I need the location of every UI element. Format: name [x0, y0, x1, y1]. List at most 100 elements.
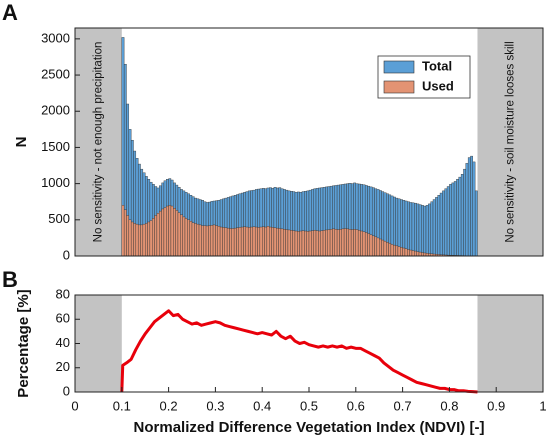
line [120, 309, 478, 394]
histogram-bar [175, 210, 179, 257]
histogram-bar [364, 232, 368, 257]
histogram-bar [397, 246, 401, 257]
histogram-bar [287, 229, 291, 257]
histogram-bar [369, 234, 373, 257]
histogram-bar [247, 227, 251, 257]
histogram-bar [271, 227, 275, 257]
histogram-bar [418, 251, 422, 257]
legend-swatch [383, 60, 415, 74]
histogram-bar [381, 239, 385, 257]
axes-frame [74, 27, 544, 257]
region-label: No sensitivity - not enough precipitatio… [92, 42, 104, 243]
histogram-bar [350, 229, 354, 257]
histogram-bar [371, 235, 375, 257]
histogram-bar [238, 227, 242, 257]
x-axis-label: Normalized Difference Vegetation Index (… [134, 419, 485, 436]
y-tick-label: 20 [56, 359, 70, 374]
histogram-bar [383, 240, 387, 257]
histogram-bar [243, 226, 247, 257]
region-label: No sensitivity - soil moisture looses sk… [504, 41, 516, 242]
histogram-bar [320, 230, 324, 257]
histogram-bar [210, 225, 214, 257]
y-tick-label: 80 [56, 286, 70, 301]
histogram-bar [407, 201, 410, 257]
histogram-bar [465, 163, 469, 257]
shaded-region [477, 295, 543, 392]
histogram-bar [325, 229, 328, 257]
histogram-bar [212, 224, 216, 257]
histogram-bar [432, 199, 436, 257]
x-tick-label: 0.9 [487, 398, 505, 413]
histogram-bar [163, 207, 167, 257]
x-tick-label: 0.5 [300, 398, 318, 413]
histogram-bar [161, 208, 165, 257]
histogram-bar [313, 230, 317, 257]
histogram-bar [273, 227, 277, 257]
histogram-bar [449, 184, 452, 257]
histogram-bar [421, 252, 424, 257]
histogram-bar [224, 227, 228, 257]
histogram-bar [386, 242, 389, 257]
histogram-bar [177, 212, 181, 257]
histogram-bar [428, 203, 431, 257]
histogram-bar [376, 237, 380, 257]
histogram-bar [166, 205, 169, 257]
histogram-bar [269, 226, 272, 257]
histogram-bar [463, 168, 466, 257]
histogram-bar [400, 247, 403, 257]
histogram-bar [236, 227, 240, 257]
histogram-bar [460, 174, 464, 257]
histogram-bar [367, 233, 371, 257]
histogram-bar [292, 230, 296, 257]
y-tick-label: 40 [56, 335, 70, 350]
histogram-bar [470, 155, 473, 257]
histogram-bar [306, 231, 310, 257]
histogram-bar [142, 223, 146, 257]
histogram-bar [240, 226, 244, 257]
histogram-bar [425, 205, 429, 257]
histogram-bar [266, 226, 270, 257]
histogram-bar [250, 226, 254, 257]
y-tick-label: 0 [63, 383, 70, 398]
histogram-bar [128, 219, 132, 257]
histogram-bar [453, 181, 457, 257]
histogram-bar [245, 226, 249, 257]
histogram-bar [442, 190, 445, 257]
y-tick-label: 1500 [41, 139, 70, 154]
x-tick-label: 0.1 [113, 398, 131, 413]
shaded-region [477, 28, 543, 256]
histogram-bar [121, 205, 125, 257]
histogram-bar [290, 230, 293, 257]
histogram-bar [409, 249, 413, 257]
x-tick-label: 1 [539, 398, 546, 413]
histogram-bar [414, 202, 417, 257]
histogram-bar [252, 226, 256, 257]
histogram-bar [137, 224, 141, 257]
histogram-bar [154, 215, 158, 257]
x-tick-label: 0.8 [440, 398, 458, 413]
histogram-bar [297, 231, 300, 257]
histogram-bar [346, 228, 349, 257]
histogram-bar [444, 188, 448, 257]
histogram-bar [339, 229, 342, 257]
shaded-region [75, 295, 122, 392]
histogram-bar [194, 223, 197, 257]
histogram-bar [402, 247, 406, 257]
x-tick-label: 0 [71, 398, 78, 413]
histogram-bar [231, 228, 235, 257]
histogram-bar [336, 229, 340, 257]
histogram-bar [362, 231, 366, 257]
histogram-bar [257, 227, 261, 257]
histogram-bar [404, 248, 408, 257]
x-tick-label: 0.7 [394, 398, 412, 413]
histogram-bar [149, 220, 153, 257]
panel-label: B [2, 267, 18, 292]
histogram-bar [233, 227, 237, 257]
histogram-bar [187, 219, 190, 257]
histogram-bar [423, 205, 427, 257]
y-tick-label: 3000 [41, 30, 70, 45]
histogram-bar [294, 230, 298, 257]
histogram-bar [456, 179, 459, 257]
histogram-bar [343, 228, 347, 257]
